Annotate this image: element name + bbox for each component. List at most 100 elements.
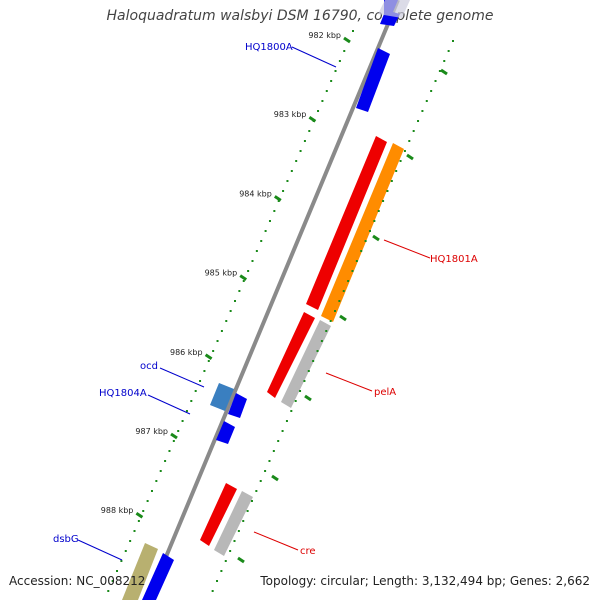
- outer-tick-mark: [304, 394, 312, 402]
- inner-dot: [234, 300, 237, 302]
- outer-dot: [408, 140, 411, 142]
- inner-dot: [120, 560, 123, 562]
- outer-tick-mark: [339, 314, 347, 322]
- gene-feature-cre[interactable]: [200, 483, 237, 546]
- inner-dot: [129, 540, 132, 542]
- outer-dot: [303, 380, 306, 382]
- gene-feature[interactable]: [214, 491, 253, 556]
- inner-dot: [338, 60, 341, 62]
- inner-dot: [185, 410, 188, 412]
- inner-dot: [225, 320, 228, 322]
- gene-label-hq1800a[interactable]: HQ1800A: [245, 42, 293, 53]
- outer-dot: [386, 190, 389, 192]
- outer-dot: [364, 240, 367, 242]
- gene-feature[interactable]: [356, 48, 390, 112]
- tick-label: 983 kbp: [274, 110, 307, 119]
- outer-dot: [452, 40, 454, 42]
- gene-feature[interactable]: [378, 0, 410, 18]
- inner-dot: [317, 110, 320, 112]
- outer-dot: [233, 540, 236, 542]
- gene-feature[interactable]: [281, 320, 331, 408]
- inner-dot: [308, 130, 311, 132]
- tick-label: 986 kbp: [170, 348, 203, 357]
- inner-dot: [286, 180, 289, 182]
- inner-dot: [277, 200, 280, 202]
- gene-label-hq1801a[interactable]: HQ1801A: [430, 254, 478, 265]
- gene-label-hq1804a[interactable]: HQ1804A: [99, 388, 147, 399]
- callout-line: [383, 239, 431, 259]
- outer-dot: [338, 300, 341, 302]
- gene-feature-ocd[interactable]: [210, 383, 234, 411]
- outer-dot: [259, 480, 262, 482]
- inner-dot: [264, 230, 267, 232]
- outer-dot: [320, 340, 323, 342]
- outer-dot: [246, 510, 249, 512]
- outer-dot: [373, 220, 376, 222]
- tick-mark: [273, 195, 282, 202]
- inner-dot: [325, 90, 328, 92]
- outer-dot: [281, 430, 284, 432]
- gene-feature[interactable]: [216, 421, 235, 444]
- outer-dot: [294, 400, 297, 402]
- gene-label-cre[interactable]: cre: [300, 546, 316, 557]
- inner-dot: [190, 400, 193, 402]
- callout-line: [253, 531, 299, 551]
- inner-dot: [343, 50, 346, 52]
- inner-dot: [207, 360, 210, 362]
- outer-tick-mark: [372, 234, 380, 242]
- outer-dot: [368, 230, 371, 232]
- inner-dot: [199, 380, 202, 382]
- gene-feature-dsbg[interactable]: [122, 543, 158, 600]
- gene-label-ocd[interactable]: ocd: [140, 361, 158, 372]
- gene-label-pela[interactable]: pelA: [374, 387, 396, 398]
- gene-feature-pela[interactable]: [267, 312, 315, 398]
- inner-dot: [124, 550, 127, 552]
- gene-label-dsbg[interactable]: dsbG: [53, 534, 79, 545]
- outer-tick-mark: [237, 556, 245, 564]
- inner-dot: [229, 310, 232, 312]
- outer-dot: [316, 350, 319, 352]
- tick-mark: [170, 432, 178, 440]
- gene-feature-hq1801a[interactable]: [306, 136, 387, 310]
- outer-dot: [412, 130, 415, 132]
- outer-dot: [430, 90, 433, 92]
- inner-dot: [251, 260, 254, 262]
- inner-dot: [194, 390, 197, 392]
- inner-dot: [155, 480, 158, 482]
- inner-dot: [220, 330, 223, 332]
- outer-dot: [250, 500, 253, 502]
- inner-dot: [150, 490, 153, 492]
- inner-dot: [146, 500, 149, 502]
- outer-dot: [417, 120, 420, 122]
- inner-dot: [137, 520, 140, 522]
- outer-dot: [382, 200, 385, 202]
- outer-dot: [334, 310, 337, 312]
- inner-dot: [303, 140, 306, 142]
- callout-line: [291, 46, 337, 68]
- tick-label: 984 kbp: [239, 189, 272, 198]
- inner-dot: [111, 580, 114, 582]
- inner-dot: [260, 240, 263, 242]
- outer-dot: [216, 580, 219, 582]
- inner-dot: [330, 80, 333, 82]
- inner-dot: [177, 430, 180, 432]
- outer-tick-mark: [440, 68, 448, 76]
- outer-dot: [390, 180, 393, 182]
- outer-dot: [255, 490, 258, 492]
- outer-dot: [399, 160, 402, 162]
- inner-dot: [164, 460, 167, 462]
- outer-dot: [312, 360, 315, 362]
- inner-dot: [334, 70, 337, 72]
- inner-dot: [116, 570, 119, 572]
- inner-dot: [268, 220, 271, 222]
- inner-dot: [347, 40, 350, 42]
- tick-label: 987 kbp: [135, 427, 168, 436]
- inner-dot: [216, 340, 219, 342]
- outer-tick-mark: [271, 474, 279, 482]
- inner-dot: [142, 510, 145, 512]
- gene-feature[interactable]: [321, 143, 404, 322]
- outer-dot: [421, 110, 424, 112]
- gene-feature[interactable]: [142, 553, 174, 600]
- gene-feature-hq1804a[interactable]: [228, 393, 247, 418]
